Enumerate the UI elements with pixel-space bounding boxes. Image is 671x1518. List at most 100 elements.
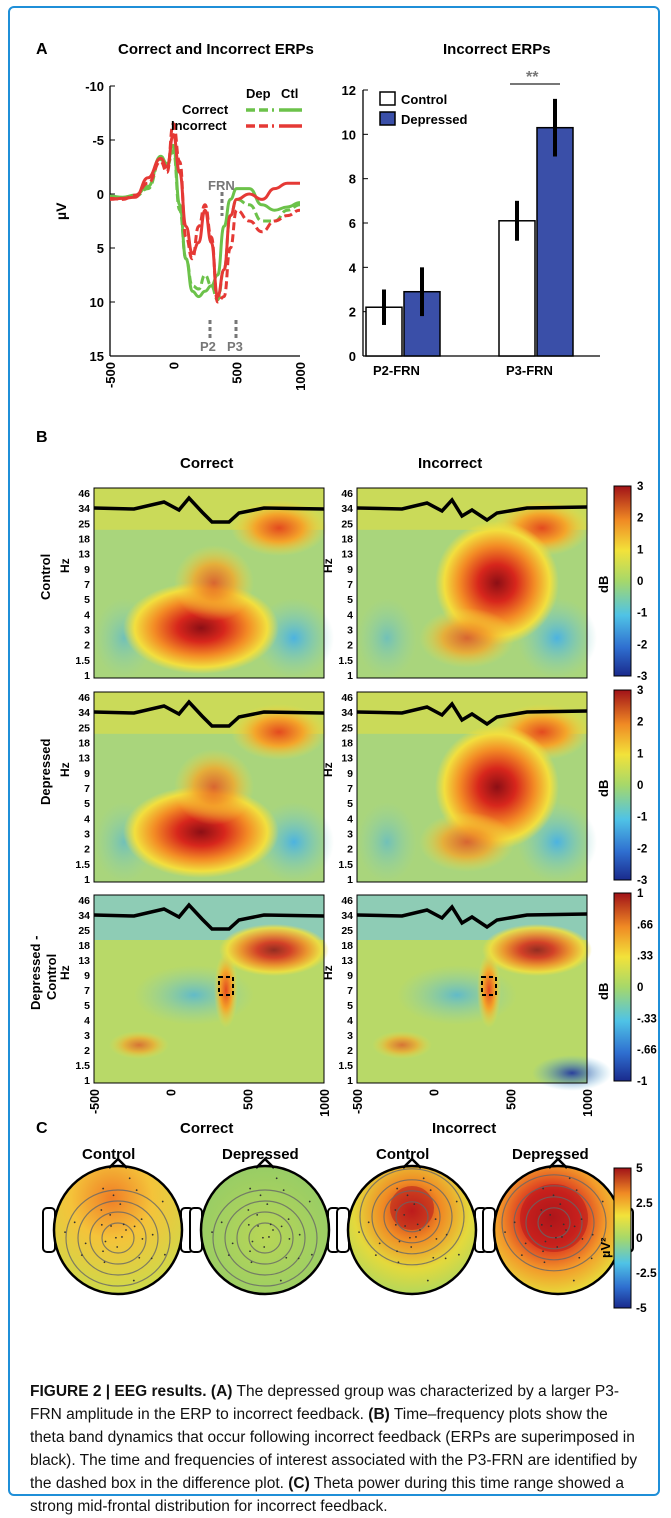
topo-colorbar-tick: -5 bbox=[636, 1301, 647, 1315]
bar bbox=[498, 220, 536, 357]
tf-hz-tick: 1.5 bbox=[338, 655, 353, 667]
tf-colorbar-tick: -1 bbox=[637, 608, 648, 620]
tf-col-title-correct: Correct bbox=[180, 455, 233, 472]
tf-col-title-incorrect: Incorrect bbox=[418, 455, 482, 472]
bar-ytick-label: 0 bbox=[349, 349, 356, 364]
topo-head bbox=[189, 1157, 341, 1296]
tf-hz-tick: 5 bbox=[84, 1000, 90, 1012]
tf-hz-tick: 18 bbox=[341, 940, 353, 952]
tf-hz-tick: 4 bbox=[347, 813, 353, 825]
bar-ytick-label: 4 bbox=[349, 260, 357, 275]
tf-hz-tick: 4 bbox=[84, 1015, 90, 1027]
bar-ytick-label: 8 bbox=[349, 172, 356, 187]
tf-hz-tick: 4 bbox=[347, 609, 353, 621]
tf-hz-tick: 7 bbox=[347, 985, 353, 997]
tf-row-label-diff-1: Depressed - bbox=[28, 936, 43, 1010]
topo-head bbox=[42, 1157, 194, 1296]
erp-ytick-label: 0 bbox=[97, 187, 104, 202]
caption-a-text: The depressed group was characterized by… bbox=[30, 1383, 620, 1423]
erp-y-label: µV bbox=[53, 202, 69, 220]
panel-letter-c: C bbox=[36, 1120, 48, 1137]
tf-hz-tick: 13 bbox=[78, 753, 90, 765]
tf-hz-tick: 18 bbox=[78, 534, 90, 546]
caption-label: FIGURE 2 | EEG results. bbox=[30, 1383, 207, 1400]
tf-hz-tick: 34 bbox=[341, 910, 353, 922]
erp-ytick-label: 5 bbox=[97, 241, 104, 256]
erp-xtick-label: 500 bbox=[230, 362, 245, 384]
tf-hz-tick: 34 bbox=[341, 707, 353, 719]
tf-hz-tick: 4 bbox=[347, 1015, 353, 1027]
tf-colorbar: 1 .66 .33 0 -.33 -.66 -1 dB bbox=[596, 888, 657, 1088]
tf-hz-tick: 1 bbox=[347, 670, 353, 682]
caption-b-text: Time–frequency plots show the theta band… bbox=[30, 1406, 638, 1492]
topo-colorbar bbox=[613, 1167, 632, 1309]
topo-colorbar-tick: -2.5 bbox=[636, 1266, 657, 1280]
tf-hz-tick: 25 bbox=[341, 518, 353, 530]
topo-colorbar-tick: 0 bbox=[636, 1231, 643, 1245]
p2-marker: P2 bbox=[200, 339, 216, 354]
tf-row-label-control: Control bbox=[38, 554, 53, 600]
erp-ytick-label: -5 bbox=[92, 133, 104, 148]
legend-incorrect-label: Incorrect bbox=[171, 118, 227, 133]
tf-hz-tick: 2 bbox=[84, 1045, 90, 1057]
panel-letter-b: B bbox=[36, 429, 48, 446]
tf-hz-tick: 9 bbox=[84, 970, 90, 982]
tf-hz-tick: 9 bbox=[84, 564, 90, 576]
tf-hz-tick: 7 bbox=[84, 579, 90, 591]
bar-ytick-label: 2 bbox=[349, 305, 356, 320]
tf-erp-overlay bbox=[93, 902, 325, 931]
tf-xtick-label: 0 bbox=[165, 1089, 179, 1096]
tf-hz-tick: 46 bbox=[341, 488, 353, 500]
tf-hz-tick: 46 bbox=[341, 895, 353, 907]
significance-marker: ** bbox=[526, 69, 539, 86]
tf-colorbar-tick: 2 bbox=[637, 513, 643, 525]
tf-hz-tick: 25 bbox=[78, 722, 90, 734]
tf-hz-tick: 3 bbox=[84, 1030, 90, 1042]
tf-xtick-label: 500 bbox=[241, 1089, 255, 1110]
tf-colorbar-tick: -1 bbox=[637, 812, 648, 824]
tf-hz-tick: 1.5 bbox=[75, 655, 90, 667]
tf-hz-tick: 3 bbox=[347, 829, 353, 841]
tf-hz-tick: 3 bbox=[347, 1030, 353, 1042]
erp-ytick-label: 15 bbox=[90, 349, 104, 364]
erp-xtick-label: -500 bbox=[103, 362, 118, 388]
tf-hz-tick: 1 bbox=[347, 1075, 353, 1087]
erp-plot: -10 -5 0 5 10 15 -500 0 500 1000 µV FRN P2 P3 De… bbox=[53, 79, 308, 391]
tf-hz-tick: 25 bbox=[341, 722, 353, 734]
tf-map: 46 34 25 18 13 9 7 5 4 3 2 1.5 1 Hz -500 0 500 1000 bbox=[58, 894, 332, 1117]
bar-ytick-label: 12 bbox=[342, 83, 356, 98]
tf-hz-tick: 7 bbox=[84, 783, 90, 795]
tf-hz-tick: 13 bbox=[341, 549, 353, 561]
topo-sub-title-2: Depressed bbox=[222, 1146, 299, 1163]
tf-erp-overlay bbox=[356, 904, 588, 930]
erp-ytick-label: -10 bbox=[85, 79, 104, 94]
tf-hz-tick: 13 bbox=[78, 549, 90, 561]
tf-hz-tick: 34 bbox=[78, 910, 90, 922]
caption-a-tag: (A) bbox=[210, 1383, 233, 1400]
bar-category-p3frn: P3-FRN bbox=[506, 363, 553, 378]
tf-map: 46 34 25 18 13 9 7 5 4 3 2 1.5 1 Hz bbox=[321, 691, 597, 886]
tf-colorbar-tick: 3 bbox=[637, 685, 643, 697]
tf-hz-tick: 5 bbox=[84, 594, 90, 606]
topo-nose bbox=[402, 1157, 422, 1169]
topo-nose bbox=[108, 1157, 128, 1169]
tf-row-label-depressed: Depressed bbox=[38, 738, 53, 805]
legend-header-ctl: Ctl bbox=[281, 86, 298, 101]
p3-marker: P3 bbox=[227, 339, 243, 354]
erp-ytick-label: 10 bbox=[90, 295, 104, 310]
roi-dashed-box bbox=[481, 976, 497, 996]
tf-hz-tick: 1 bbox=[84, 1075, 90, 1087]
tf-hz-tick: 2 bbox=[84, 844, 90, 856]
tf-hz-tick: 9 bbox=[347, 970, 353, 982]
tf-hz-tick: 46 bbox=[78, 692, 90, 704]
tf-colorbar-tick: -1 bbox=[637, 1076, 648, 1088]
figure-caption: FIGURE 2 | EEG results. (A) The depresse… bbox=[30, 1380, 640, 1518]
bar-legend-depressed: Depressed bbox=[401, 112, 468, 127]
tf-hz-tick: 25 bbox=[78, 518, 90, 530]
tf-hz-tick: 2 bbox=[347, 844, 353, 856]
tf-colorbar-tick: -.66 bbox=[637, 1045, 657, 1057]
frn-marker: FRN bbox=[208, 178, 235, 193]
topo-head bbox=[336, 1157, 488, 1296]
bar-ytick-label: 10 bbox=[342, 127, 356, 142]
tf-hz-label: Hz bbox=[321, 965, 335, 980]
